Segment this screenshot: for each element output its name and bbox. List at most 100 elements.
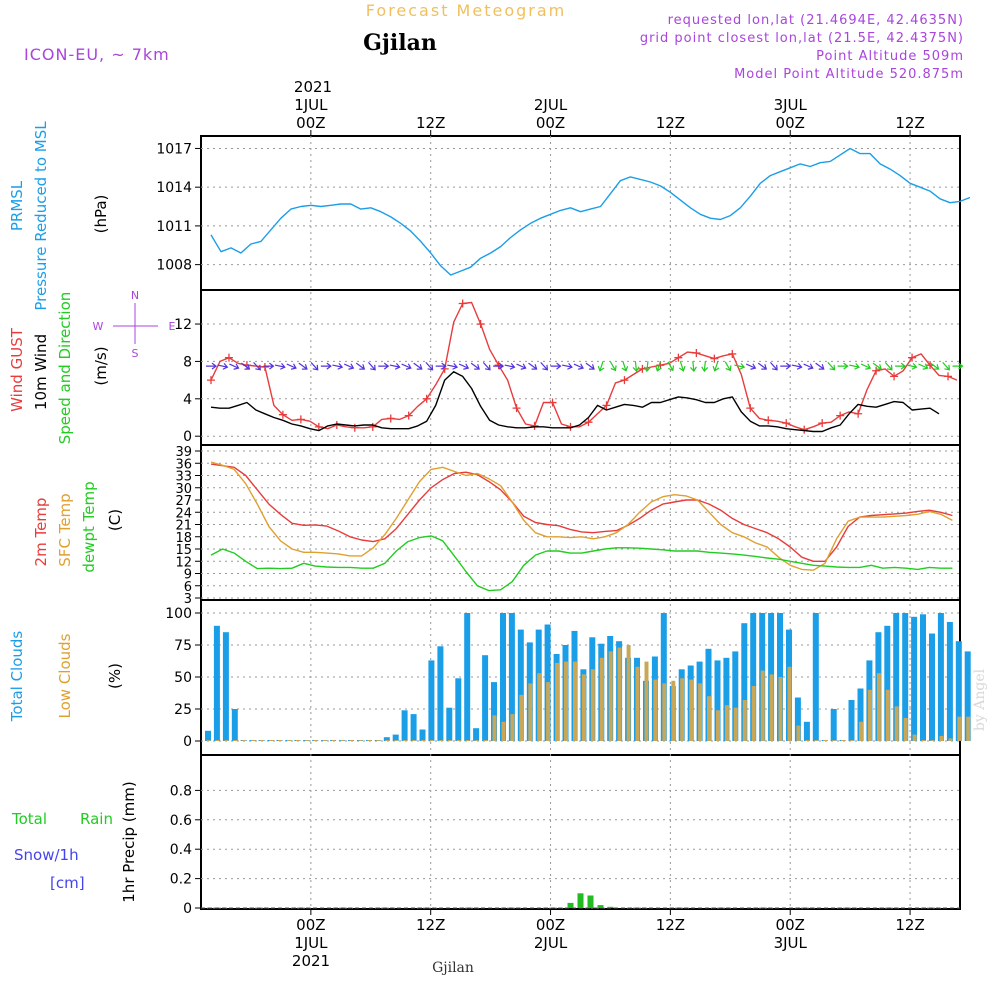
- wind-arrow-shape: [884, 361, 893, 371]
- wind-speed-line: [210, 371, 940, 433]
- top-time-label: 00Z: [776, 114, 805, 132]
- wind-direction-arrow: [827, 361, 836, 371]
- low-cloud-bar: [635, 666, 640, 741]
- low-cloud-bar: [322, 740, 327, 741]
- gust-marker: [296, 415, 305, 424]
- y-tick-label: 3: [184, 592, 192, 607]
- low-cloud-bar: [492, 715, 497, 741]
- top-date-label: 1JUL: [294, 96, 328, 114]
- total-cloud-bar: [222, 632, 229, 741]
- wind-direction-arrow: [493, 362, 505, 370]
- wind-direction-arrow: [791, 362, 803, 370]
- wind-direction-arrow: [724, 361, 732, 372]
- low-cloud-bar: [564, 661, 568, 741]
- wind-direction-arrow: [343, 363, 355, 370]
- gust-marker: [422, 394, 431, 403]
- wind-direction-arrow: [597, 361, 605, 372]
- wind-arrow-shape: [621, 361, 629, 372]
- y-tick-label: 36: [175, 457, 192, 472]
- wind-direction-arrow: [286, 363, 297, 370]
- wind-arrow-shape: [332, 362, 344, 370]
- wind-label-dir: Speed and Direction: [56, 292, 74, 445]
- low-cloud-bar: [680, 678, 685, 741]
- wind-direction-arrow: [678, 361, 686, 372]
- low-cloud-bar: [921, 740, 926, 741]
- wind-direction-arrow: [241, 362, 251, 370]
- wind-direction-arrow: [516, 363, 527, 370]
- total-cloud-bar: [213, 625, 220, 741]
- precip-label-total: Total: [11, 810, 47, 828]
- pressure-label-msl: Pressure Reduced to MSL: [32, 121, 50, 311]
- low-cloud-bar: [528, 683, 533, 741]
- low-cloud-bar: [698, 683, 703, 741]
- bottom-time-label: 12Z: [656, 916, 685, 934]
- low-cloud-bar: [313, 740, 318, 741]
- wind-direction-arrow: [378, 362, 390, 370]
- total-cloud-bar: [741, 623, 748, 741]
- gust-marker: [314, 422, 323, 431]
- wind-direction-arrow: [803, 363, 814, 370]
- gridpoint-coords: grid point closest lon,lat (21.5E, 42.43…: [640, 31, 964, 46]
- wind-direction-arrow: [550, 362, 562, 370]
- top-year-label: 2021: [294, 78, 332, 96]
- bottom-date-label: 2JUL: [534, 934, 568, 952]
- low-cloud-bar: [376, 740, 381, 741]
- wind-label-10m: 10m Wind: [32, 334, 50, 410]
- wind-arrow-shape: [827, 361, 836, 371]
- low-cloud-bar: [689, 679, 694, 741]
- total-cloud-bar: [920, 614, 926, 741]
- gust-marker: [476, 320, 485, 329]
- low-cloud-bar: [948, 738, 953, 741]
- wind-direction-arrow: [632, 361, 640, 373]
- y-tick-label: 1017: [156, 141, 192, 157]
- total-cloud-bar: [902, 613, 909, 741]
- total-cloud-bar: [401, 710, 408, 741]
- low-cloud-bar: [573, 661, 577, 741]
- wind-arrow-shape: [849, 362, 861, 370]
- total-cloud-bar: [723, 657, 730, 741]
- wind-arrow-shape: [745, 363, 757, 370]
- y-tick-label: 24: [175, 506, 192, 521]
- low-cloud-bar: [474, 740, 479, 741]
- wind-arrow-shape: [769, 361, 778, 371]
- low-cloud-bar: [823, 740, 828, 741]
- low-cloud-bar: [957, 716, 962, 741]
- wind-arrow-shape: [690, 361, 697, 373]
- wind-direction-arrow: [815, 362, 825, 370]
- wind-arrow-shape: [516, 363, 527, 370]
- low-cloud-bar: [412, 740, 417, 741]
- total-cloud-bar: [946, 622, 953, 741]
- low-cloud-bar: [260, 740, 265, 741]
- low-cloud-bar: [331, 740, 336, 741]
- y-tick-label: 1011: [156, 219, 192, 235]
- gust-marker: [620, 376, 629, 385]
- location-title: Gjilan: [363, 30, 437, 56]
- gust-marker: [836, 411, 845, 420]
- wind-arrow-shape: [389, 362, 401, 370]
- wind-direction-arrow: [298, 362, 308, 370]
- wind-direction-arrow: [482, 361, 491, 371]
- gust-marker: [908, 353, 917, 362]
- wind-arrow-shape: [872, 362, 882, 370]
- wind-direction-arrow: [734, 362, 746, 370]
- wind-direction-arrow: [918, 363, 929, 370]
- gust-marker: [368, 422, 377, 431]
- bottom-year-label: 2021: [292, 952, 330, 970]
- low-cloud-bar: [876, 673, 881, 741]
- wind-arrow-shape: [655, 361, 662, 372]
- requested-coords: requested lon,lat (21.4694E, 42.4635N): [668, 13, 964, 28]
- wind-arrow-shape: [482, 361, 491, 371]
- wind-direction-arrow: [769, 361, 778, 371]
- low-cloud-bar: [447, 740, 452, 741]
- wind-direction-arrow: [470, 362, 480, 370]
- wind-arrow-shape: [585, 362, 595, 370]
- wind-arrow-shape: [597, 361, 605, 372]
- y-tick-label: 12: [174, 317, 192, 333]
- low-cloud-bar: [805, 740, 810, 741]
- low-cloud-bar: [215, 740, 220, 741]
- gust-marker: [602, 401, 611, 410]
- pressure-line: [210, 147, 971, 276]
- gust-marker: [458, 299, 467, 308]
- low-cloud-bar: [224, 740, 229, 741]
- low-cloud-bar: [707, 696, 711, 741]
